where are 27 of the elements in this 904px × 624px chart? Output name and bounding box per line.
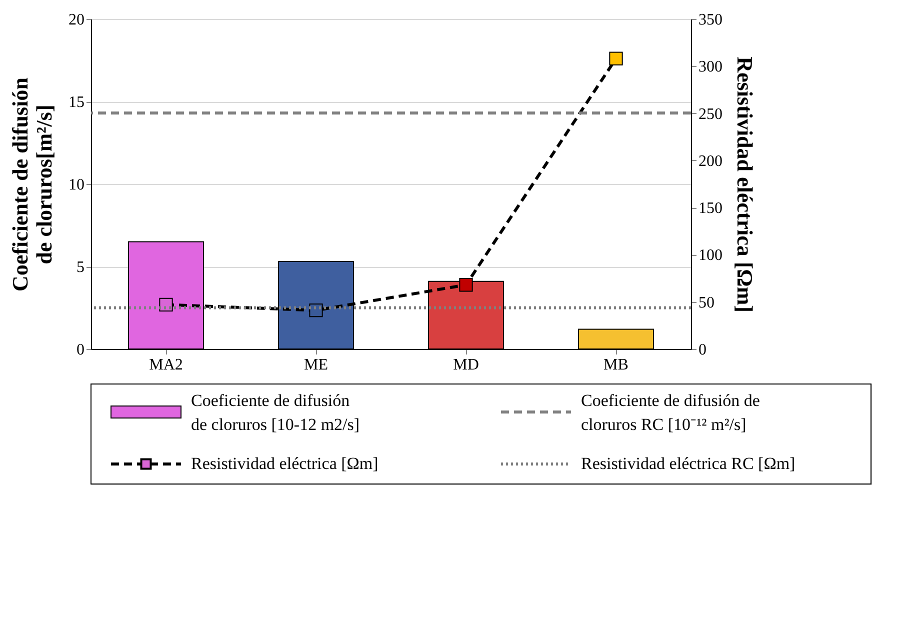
legend-label: Coeficiente de difusión de cloruros [10-12 m2/s] <box>191 391 360 434</box>
y2-tick-label: 350 <box>698 12 722 28</box>
y2-tick-label: 100 <box>698 247 722 264</box>
y2-tick-label: 150 <box>698 200 722 218</box>
y2-axis-title: Resistividad eléctrica [Ωm] <box>732 56 758 312</box>
legend-label: Coeficiente de difusión de cloruros RC [10⁻¹² m²/s] <box>581 391 760 434</box>
y2-tick-label: 300 <box>698 58 722 76</box>
legend-label: Resistividad eléctrica RC [Ωm] <box>581 454 796 473</box>
y2-tick-label: 250 <box>698 106 722 123</box>
point <box>609 52 623 66</box>
point <box>159 298 173 312</box>
x-tick-label: MA2 <box>149 356 183 374</box>
y-tick-label: 0 <box>76 342 84 358</box>
x-tick-label: ME <box>304 356 328 374</box>
y-tick-label: 10 <box>68 176 84 194</box>
y-axis-title: Coeficiente de difusión de cloruros[m²/s] <box>8 78 56 292</box>
y-tick-label: 5 <box>76 259 84 276</box>
legend-label: Resistividad eléctrica [Ωm] <box>191 454 378 473</box>
y-tick-label: 15 <box>68 94 84 111</box>
y2-tick-label: 0 <box>698 342 706 358</box>
y2-tick-label: 200 <box>698 152 722 170</box>
x-tick-label: MB <box>604 356 628 374</box>
x-tick-label: MD <box>453 356 479 374</box>
y2-tick-label: 50 <box>698 294 714 312</box>
y-tick-label: 20 <box>68 12 84 28</box>
point <box>459 278 473 292</box>
point <box>309 304 323 318</box>
